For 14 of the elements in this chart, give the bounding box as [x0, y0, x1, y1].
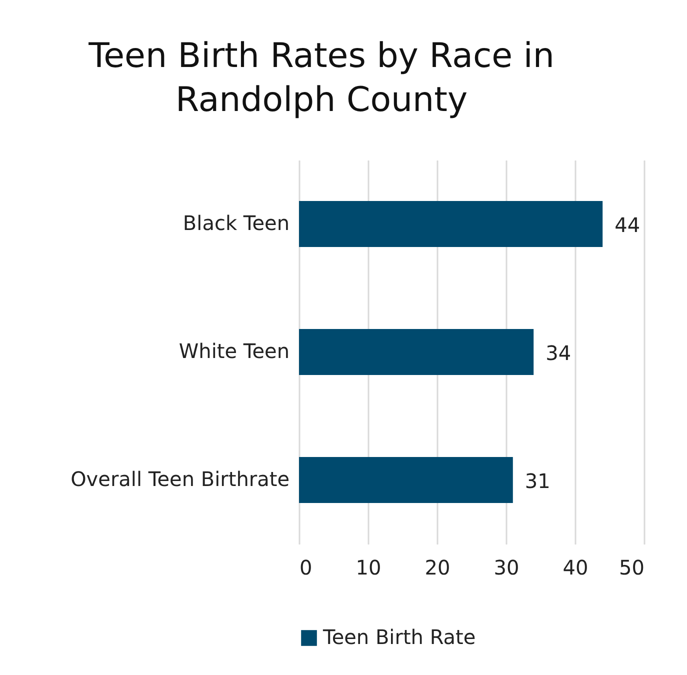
data-label: 34 [546, 341, 572, 365]
x-tick-label: 10 [356, 556, 382, 580]
x-tick-label: 20 [424, 556, 450, 580]
x-tick-label: 40 [562, 556, 588, 580]
y-tick-label: White Teen [178, 339, 290, 363]
y-tick-label: Overall Teen Birthrate [70, 467, 290, 491]
y-tick-label: Black Teen [182, 211, 290, 235]
legend-label: Teen Birth Rate [322, 625, 476, 649]
chart-title: Teen Birth Rates by Race in Randolph County [88, 36, 554, 120]
data-label: 31 [524, 469, 550, 493]
data-label: 44 [614, 213, 640, 237]
x-tick-label: 30 [494, 556, 520, 580]
x-tick-label: 50 [619, 556, 644, 580]
x-tick-label: 0 [300, 556, 312, 580]
